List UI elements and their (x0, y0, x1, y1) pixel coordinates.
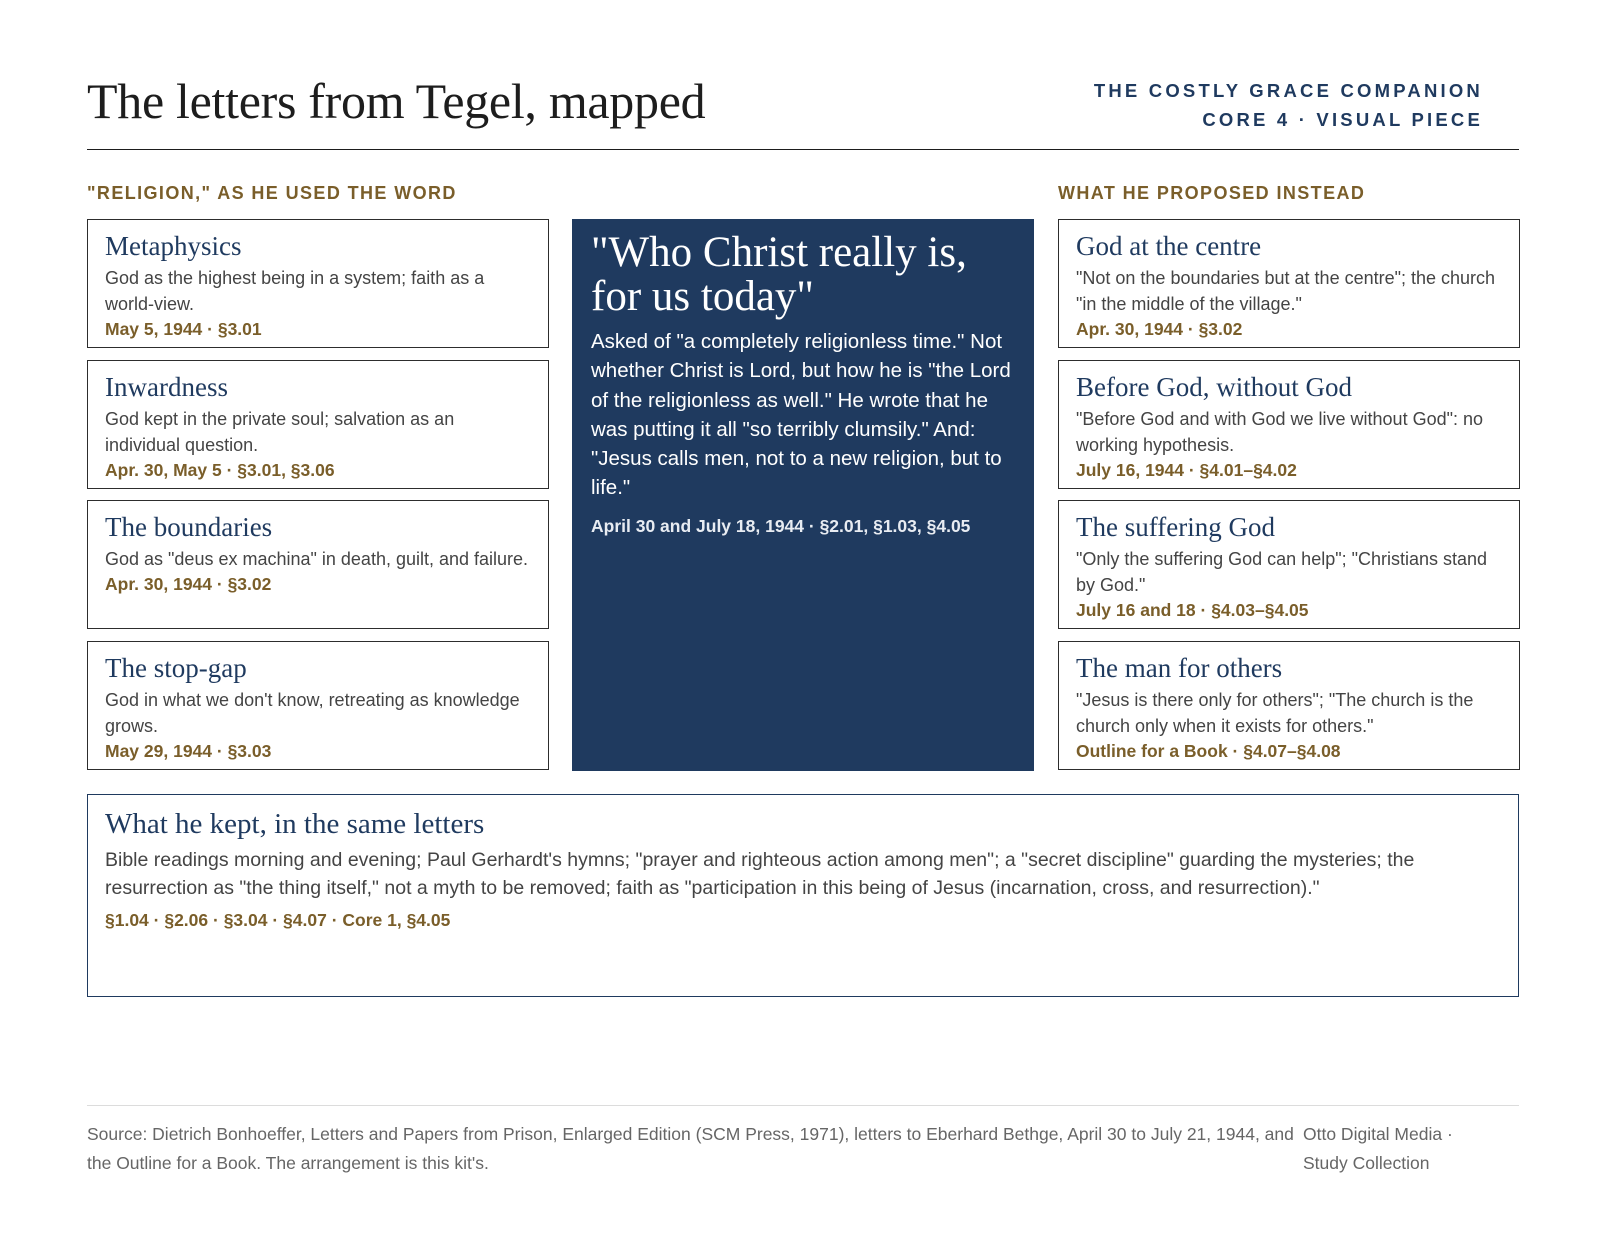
brand-block: THE COSTLY GRACE COMPANION CORE 4 · VISU… (1094, 76, 1483, 134)
card-reference: July 16, 1944 · §4.01–§4.02 (1076, 460, 1297, 480)
card-god-at-the-centre: God at the centre "Not on the boundaries… (1058, 219, 1520, 348)
card-body: God in what we don't know, retreating as… (105, 690, 520, 736)
card-reference: Outline for a Book · §4.07–§4.08 (1076, 741, 1341, 761)
card-title: God at the centre (1076, 231, 1262, 261)
card-the-boundaries: The boundaries God as "deus ex machina" … (87, 500, 549, 629)
card-title: The boundaries (105, 512, 273, 542)
card-title: The stop-gap (105, 653, 247, 683)
what-he-kept-title: What he kept, in the same letters (105, 808, 485, 840)
card-reference: Apr. 30, May 5 · §3.01, §3.06 (105, 460, 335, 480)
source-note: Source: Dietrich Bonhoeffer, Letters and… (87, 1124, 1294, 1173)
credit-line-publisher: Otto Digital Media · (1303, 1124, 1453, 1144)
card-title: The man for others (1076, 653, 1283, 683)
center-quote-reference: April 30 and July 18, 1944 · §2.01, §1.0… (591, 515, 971, 536)
footer-rule (87, 1105, 1519, 1106)
brand-line-companion: THE COSTLY GRACE COMPANION (1093, 80, 1483, 101)
card-body: God as the highest being in a system; fa… (105, 268, 485, 314)
brand-line-piece: CORE 4 · VISUAL PIECE (1202, 109, 1483, 130)
card-title: Before God, without God (1076, 372, 1352, 402)
card-metaphysics: Metaphysics God as the highest being in … (87, 219, 549, 348)
card-title: The suffering God (1076, 512, 1275, 542)
center-quote-body: Asked of "a completely religionless time… (591, 330, 1011, 500)
card-the-suffering-god: The suffering God "Only the suffering Go… (1058, 500, 1520, 629)
publisher-credit: Otto Digital Media · Study Collection (1303, 1120, 1519, 1178)
page-title: The letters from Tegel, mapped (87, 73, 706, 129)
card-reference: May 5, 1944 · §3.01 (105, 319, 262, 339)
what-he-kept-body: Bible readings morning and evening; Paul… (105, 849, 1415, 899)
center-quote-title: "Who Christ really is, for us today" (591, 229, 967, 320)
card-reference: May 29, 1944 · §3.03 (105, 741, 272, 761)
card-body: "Before God and with God we live without… (1076, 409, 1484, 455)
card-body: God kept in the private soul; salvation … (105, 409, 455, 455)
card-reference: July 16 and 18 · §4.03–§4.05 (1076, 600, 1309, 620)
card-body: "Not on the boundaries but at the centre… (1076, 268, 1496, 314)
right-column-heading: WHAT HE PROPOSED INSTEAD (1058, 183, 1366, 203)
card-body: God as "deus ex machina" in death, guilt… (105, 549, 529, 569)
center-quote-panel: "Who Christ really is, for us today" Ask… (572, 219, 1034, 771)
card-reference: Apr. 30, 1944 · §3.02 (1076, 319, 1243, 339)
what-he-kept-box: What he kept, in the same letters Bible … (87, 794, 1519, 997)
left-column-heading: "RELIGION," AS HE USED THE WORD (87, 183, 457, 203)
card-before-god-without-god: Before God, without God "Before God and … (1058, 360, 1520, 489)
what-he-kept-reference: §1.04 · §2.06 · §3.04 · §4.07 · Core 1, … (105, 910, 451, 930)
card-title: Metaphysics (105, 231, 242, 261)
card-inwardness: Inwardness God kept in the private soul;… (87, 360, 549, 489)
card-body: "Jesus is there only for others"; "The c… (1076, 690, 1474, 736)
credit-line-collection: Study Collection (1303, 1153, 1430, 1173)
card-body: "Only the suffering God can help"; "Chri… (1076, 549, 1488, 595)
header-rule (87, 149, 1519, 150)
card-the-man-for-others: The man for others "Jesus is there only … (1058, 641, 1520, 770)
card-the-stop-gap: The stop-gap God in what we don't know, … (87, 641, 549, 770)
card-reference: Apr. 30, 1944 · §3.02 (105, 574, 272, 594)
card-title: Inwardness (105, 372, 228, 402)
